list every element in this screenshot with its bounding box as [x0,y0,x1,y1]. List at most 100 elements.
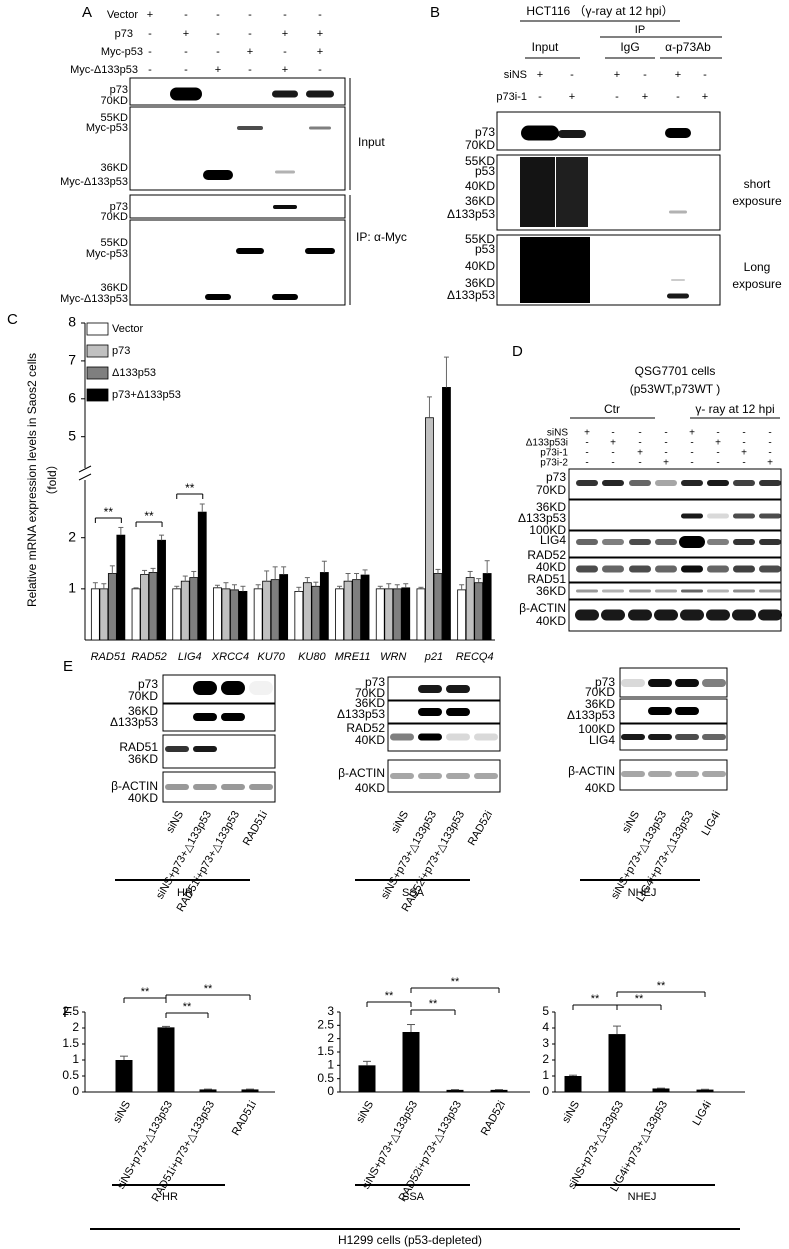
blot-label: p73 [595,675,615,689]
condition-sign: - [585,448,588,459]
bar [140,574,149,641]
bar [197,511,207,641]
blot-label: p73 [110,84,128,96]
lane-label: RAD51i [241,809,270,848]
blot-label: 36KD [536,584,566,598]
blot-frame [568,582,782,600]
blot-band [418,685,442,693]
group-label: Input [358,135,385,149]
exposure-label: exposure [732,277,782,291]
condition-sign: + [715,438,721,449]
blot-band [629,589,651,593]
condition-sign: - [768,448,771,459]
blot-band [272,294,298,300]
y-tick-label: 3 [542,1036,549,1050]
y-tick-label: 7 [68,352,76,368]
condition-sign: + [584,428,590,439]
bar [270,579,280,641]
y-tick-label: 4 [542,1020,549,1034]
blot-band [249,784,273,790]
group-label: SSA [402,887,425,899]
condition-sign: - [742,438,745,449]
condition-sign: - [148,28,152,40]
condition-sign: - [690,438,693,449]
bar [416,588,426,641]
bar [358,1065,376,1092]
condition-sign: - [184,64,188,76]
blot-label: 40KD [465,259,495,273]
blot-band [681,565,703,573]
blot-band [576,480,598,486]
blot-label: β-ACTIN [519,601,566,615]
blot-label: 36KD [100,162,128,174]
y-tick-label: 1.5 [317,1044,334,1058]
blot-band [520,237,590,303]
condition-label: Myc-Δ133p53 [70,64,138,76]
blot-band [733,589,755,593]
condition-sign: - [690,458,693,469]
blot-band [521,125,559,141]
significance-label: ** [185,481,195,495]
legend-swatch [86,388,109,402]
blot-band [733,480,755,486]
condition-sign: - [742,428,745,439]
blot-band [237,126,263,130]
blot-band [681,513,703,519]
condition-sign: - [716,448,719,459]
group-label: Input [532,40,559,54]
blot-band [602,589,624,593]
y-tick-label: 5 [542,1004,549,1018]
blot-band [576,565,598,573]
x-tick-label: KU80 [298,651,326,663]
condition-sign: - [615,91,619,103]
condition-sign: - [638,438,641,449]
blot-band [556,157,588,227]
blot-band [675,679,699,687]
blot-band [306,90,334,98]
condition-label: Vector [107,9,139,21]
bar [401,587,411,641]
blot-label: 40KD [465,179,495,193]
blot-label: 70KD [128,689,158,703]
blot-label: 36KD [465,276,495,290]
footer-label: H1299 cells (p53-depleted) [338,1233,482,1247]
y-tick-label: 0.5 [62,1068,79,1082]
significance-label: ** [183,1001,192,1013]
condition-sign: - [318,9,322,21]
condition-sign: - [184,46,188,58]
group-label: SSA [402,1191,425,1203]
blot-frame [387,676,501,701]
blot-band [418,708,442,716]
condition-sign: - [664,428,667,439]
bar [294,591,304,641]
bar [253,588,263,641]
significance-label: ** [657,980,666,992]
condition-sign: - [248,64,252,76]
x-tick-label: RAD52i [479,1099,508,1138]
blot-label: Δ133p53 [110,715,158,729]
blot-label: Δ133p53 [567,708,615,722]
condition-sign: + [741,448,747,459]
bar [90,588,100,641]
bar [608,1034,626,1092]
blot-label: 36KD [128,752,158,766]
y-tick-label: 1 [327,1058,334,1072]
condition-sign: - [585,458,588,469]
blot-band [681,480,703,486]
y-tick-label: 8 [68,314,76,330]
blot-band [305,248,335,254]
blot-band [309,126,331,130]
condition-sign: - [248,9,252,21]
blot-band [446,685,470,693]
panel-letter: D [512,343,523,360]
y-tick-label: 2 [542,1052,549,1066]
condition-sign: - [538,91,542,103]
blot-frame [162,703,276,732]
blot-label: 36KD [355,696,385,710]
y-tick-label: 0 [542,1084,549,1098]
condition-sign: - [216,9,220,21]
blot-band [273,205,297,209]
condition-sign: - [643,69,647,81]
blot-label: 40KD [536,560,566,574]
condition-sign: + [610,438,616,449]
